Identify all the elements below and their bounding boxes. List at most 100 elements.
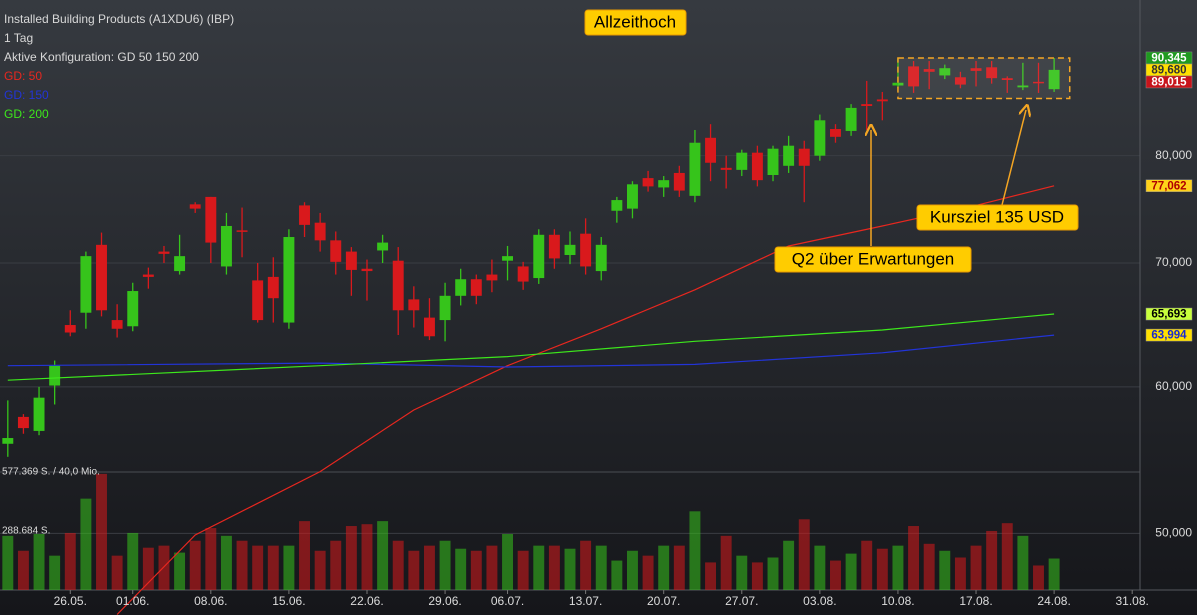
candle-body <box>845 107 857 131</box>
candle-body <box>751 152 763 181</box>
x-tick-label: 03.08. <box>803 594 836 608</box>
volume-bar <box>923 543 935 590</box>
volume-bar <box>423 545 435 590</box>
volume-bar <box>220 535 232 590</box>
volume-bar <box>548 545 560 590</box>
volume-bar <box>798 519 810 590</box>
volume-bar <box>2 535 14 590</box>
volume-bar <box>830 560 841 590</box>
candle-body <box>2 438 14 444</box>
candle-body <box>33 397 45 431</box>
x-tick-label: 22.06. <box>350 594 383 608</box>
candle-body <box>689 142 701 196</box>
candle-body <box>314 222 326 241</box>
volume-bar <box>127 532 139 590</box>
x-tick-label: 20.07. <box>647 594 680 608</box>
volume-bar <box>908 526 920 590</box>
volume-bar <box>564 548 576 590</box>
price-label: 90,345 <box>1151 52 1187 64</box>
candle-body <box>830 129 841 137</box>
volume-bar <box>439 540 451 590</box>
x-tick-label: 29.06. <box>428 594 461 608</box>
candle-body <box>64 325 76 333</box>
candle-body <box>49 365 61 386</box>
candle-body <box>1017 85 1029 88</box>
candle-body <box>673 172 685 191</box>
y-tick-label: 60,000 <box>1155 379 1192 393</box>
candle-body <box>783 145 795 166</box>
price-label: 89,680 <box>1151 64 1186 76</box>
volume-bar <box>470 550 482 590</box>
candle-body <box>986 67 998 79</box>
volume-bar <box>174 552 186 590</box>
candle-body <box>1048 69 1060 90</box>
volume-bar <box>111 555 123 590</box>
annotation: Kursziel 135 USD <box>930 207 1064 226</box>
ma-line <box>116 185 1055 615</box>
candle-body <box>720 167 732 170</box>
volume-bar <box>1001 523 1013 590</box>
volume-bar <box>189 540 201 590</box>
candle-body <box>642 178 654 187</box>
volume-bar <box>611 560 623 590</box>
volume-bar <box>845 553 857 590</box>
candle-body <box>1033 81 1044 84</box>
candle-body <box>502 256 513 261</box>
volume-bar <box>876 548 888 590</box>
volume-bar <box>986 530 998 590</box>
candle-body <box>876 99 888 102</box>
volume-bar <box>892 545 904 590</box>
x-tick-label: 01.06. <box>116 594 149 608</box>
volume-bar <box>1033 565 1044 590</box>
x-tick-label: 17.08. <box>959 594 992 608</box>
annotation-box <box>916 204 1079 231</box>
volume-bar <box>580 540 592 590</box>
volume-bar <box>252 545 264 590</box>
volume-bar <box>939 550 951 590</box>
legend-entry: GD: 50 <box>4 69 42 83</box>
volume-bar <box>96 473 107 590</box>
legend: GD: 50 GD: 150 GD: 200 <box>4 69 49 121</box>
annotation-box <box>774 246 972 273</box>
y-tick-label: 80,000 <box>1155 148 1192 162</box>
candle-body <box>533 234 545 279</box>
candle-body <box>111 320 123 329</box>
volume-bar <box>517 550 529 590</box>
x-tick-label: 10.08. <box>881 594 914 608</box>
candle-body <box>736 152 748 170</box>
candle-body <box>377 242 389 251</box>
price-label-box <box>1145 307 1193 321</box>
candle-body <box>299 205 310 225</box>
volume-bar <box>954 557 966 590</box>
highlight-box <box>897 57 1071 100</box>
candle-body <box>189 204 201 209</box>
volume-bar <box>736 555 748 590</box>
candle-body <box>970 68 982 71</box>
candle-body <box>220 225 232 267</box>
volume-bar <box>283 545 295 590</box>
x-tick-label: 27.07. <box>725 594 758 608</box>
volume-bar <box>64 532 76 590</box>
price-pane <box>2 57 1060 615</box>
volume-bar <box>751 562 763 590</box>
price-label: 65,693 <box>1151 309 1186 321</box>
candle-body <box>205 196 217 243</box>
candle-body <box>564 244 576 255</box>
candle-body <box>627 184 638 209</box>
volume-bar <box>205 528 217 590</box>
chart-title: Installed Building Products (A1XDU6) (IB… <box>4 12 234 26</box>
axes: 50,000 60,000 70,000 80,000 26.05. 01.06. 08.0… <box>2 51 1193 608</box>
config: Aktive Konfiguration: GD 50 150 200 <box>4 50 199 64</box>
volume-bar <box>377 521 389 590</box>
volume-bar <box>486 545 498 590</box>
legend-entry: GD: 200 <box>4 107 49 121</box>
volume-pane <box>2 473 1060 590</box>
candle-body <box>252 280 264 321</box>
candle-body <box>267 276 279 299</box>
x-tick-label: 24.08. <box>1037 594 1070 608</box>
volume-bar <box>861 540 873 590</box>
volume-tick-label: 288.684 S. <box>2 526 50 537</box>
candle-body <box>17 416 29 429</box>
